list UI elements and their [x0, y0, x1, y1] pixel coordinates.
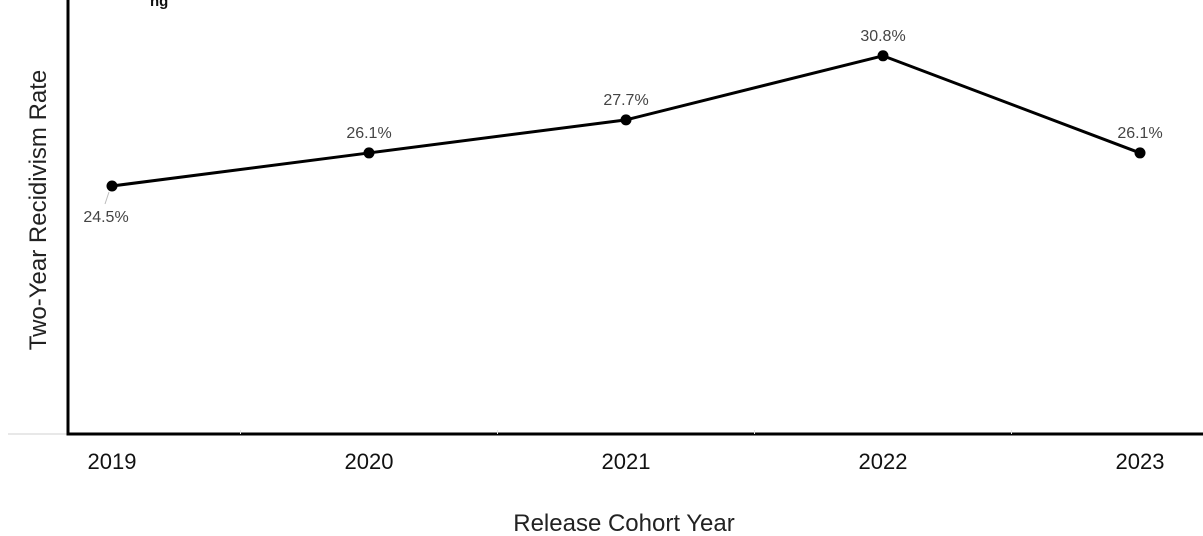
data-label: 26.1%	[346, 125, 391, 142]
data-label: 27.7%	[603, 92, 648, 109]
data-point	[1134, 147, 1146, 159]
x-tick-label: 2022	[859, 449, 908, 474]
data-point	[877, 50, 889, 62]
y-axis-label: Two-Year Recidivism Rate	[25, 70, 52, 351]
x-tick-label: 2021	[602, 449, 651, 474]
x-tick-label: 2020	[345, 449, 394, 474]
x-tick-label: 2019	[88, 449, 137, 474]
data-point	[106, 180, 118, 192]
data-label: 26.1%	[1117, 125, 1162, 142]
data-label: 24.5%	[83, 209, 128, 226]
data-label: 30.8%	[860, 28, 905, 45]
data-point	[620, 114, 632, 126]
x-tick-label: 2023	[1116, 449, 1165, 474]
data-point	[363, 147, 375, 159]
x-axis-label: Release Cohort Year	[513, 510, 734, 536]
chart-title-fragment: ng	[150, 0, 169, 10]
data-label-leader	[104, 191, 110, 205]
